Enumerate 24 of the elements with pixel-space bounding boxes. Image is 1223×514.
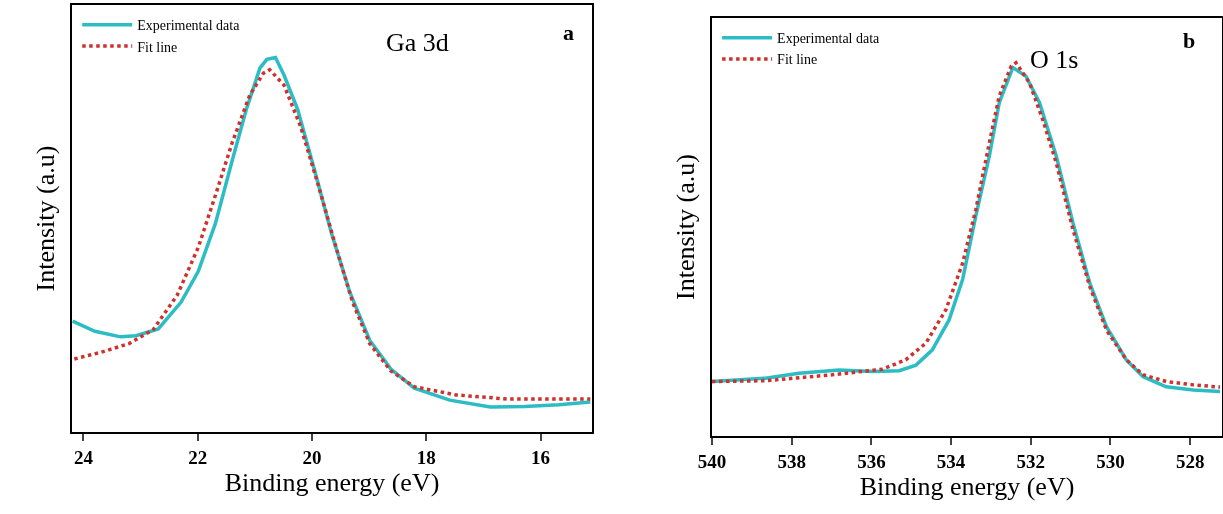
- x-tick-label: 528: [1175, 450, 1205, 472]
- legend-label: Experimental data: [777, 31, 881, 47]
- x-tick-label: 22: [188, 446, 208, 468]
- y-axis-title: Intensity (a.u): [30, 145, 60, 292]
- x-tick-label: 24: [73, 446, 94, 468]
- legend-label: Experimental data: [137, 18, 241, 34]
- y-axis-title: Intensity (a.u): [670, 154, 700, 300]
- text: a: [563, 20, 574, 45]
- x-tick-label: 16: [531, 446, 551, 468]
- text: Ga 3d: [386, 28, 449, 57]
- x-axis-title: Binding energy (eV): [224, 468, 440, 497]
- x-tick-label: 532: [1016, 450, 1045, 472]
- legend-label: Fit line: [137, 39, 178, 55]
- x-tick-label: 20: [302, 446, 322, 468]
- x-axis-title: Binding energy (eV): [859, 472, 1075, 501]
- x-tick-label: 18: [416, 446, 436, 468]
- x-tick-label: 534: [936, 450, 966, 472]
- text: b: [1183, 28, 1196, 53]
- x-tick-label: 536: [857, 450, 886, 472]
- legend-label: Fit line: [777, 52, 818, 68]
- annotation: O 1s: [1030, 45, 1079, 74]
- x-tick-label: 538: [777, 450, 806, 472]
- x-tick-label: 530: [1096, 450, 1125, 472]
- x-tick-label: 540: [697, 450, 727, 472]
